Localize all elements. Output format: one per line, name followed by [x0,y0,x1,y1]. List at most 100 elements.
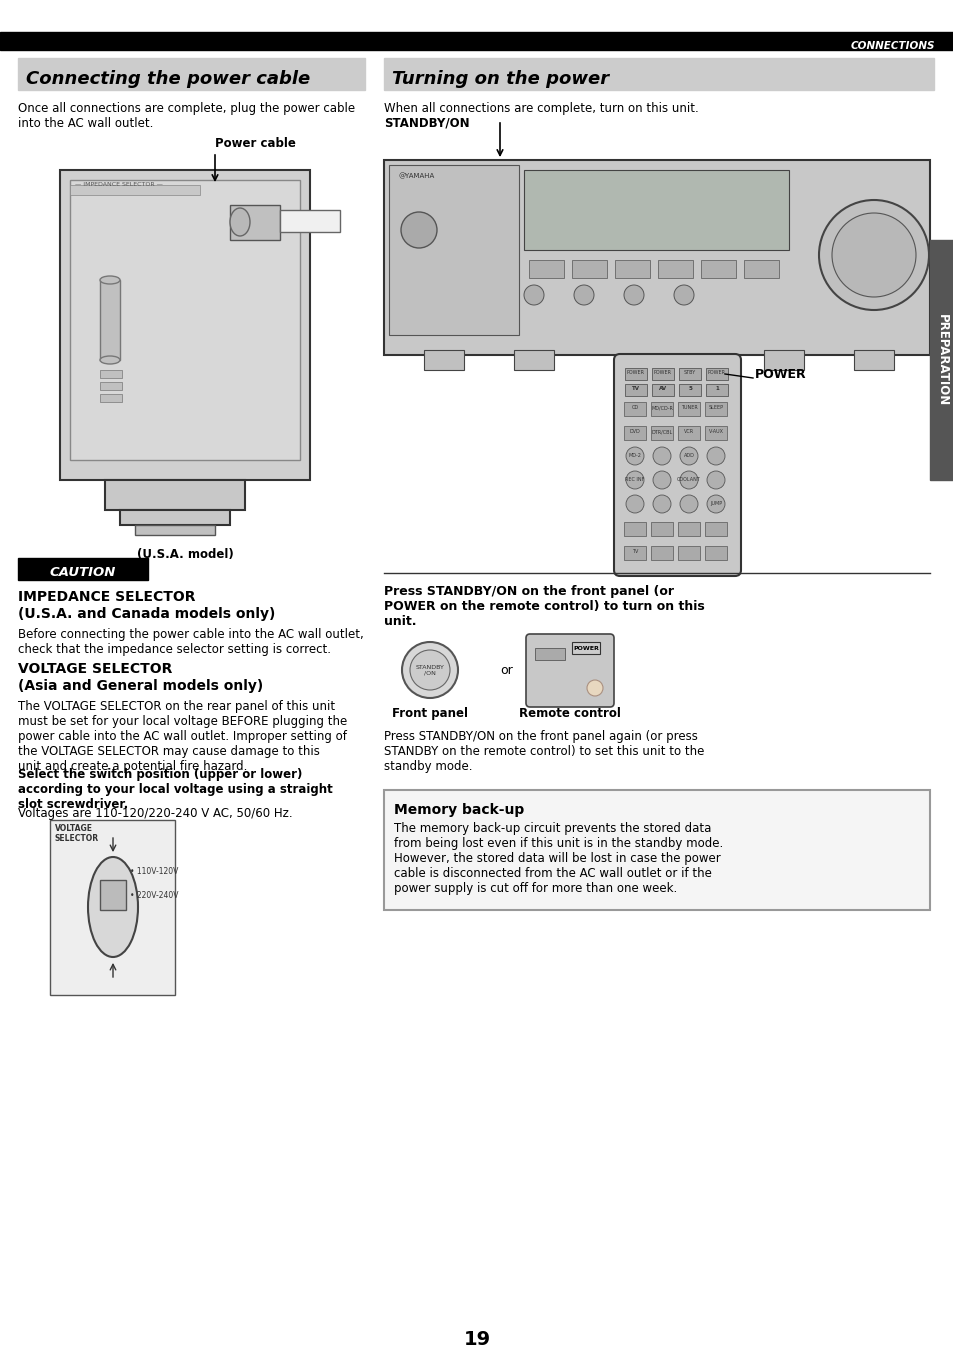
Text: IMPEDANCE SELECTOR: IMPEDANCE SELECTOR [18,590,195,604]
Text: MD-2: MD-2 [628,453,640,458]
Text: POWER: POWER [626,369,644,375]
Bar [704,522,726,537]
Text: The VOLTAGE SELECTOR on the rear panel of this unit
must be set for your local v: The VOLTAGE SELECTOR on the rear panel o… [18,700,347,772]
Bar [18,558,148,580]
Ellipse shape [230,208,250,236]
Text: (U.S.A. and Canada models only): (U.S.A. and Canada models only) [18,607,275,621]
Text: Connecting the power cable: Connecting the power cable [26,70,310,88]
Bar [423,350,463,369]
Text: TUNER: TUNER [679,404,697,410]
Bar [743,260,779,278]
FancyBboxPatch shape [525,634,614,706]
Text: Once all connections are complete, plug the power cable
into the AC wall outlet.: Once all connections are complete, plug … [18,102,355,129]
Bar [623,426,645,439]
Bar [700,260,735,278]
Bar [624,368,646,380]
Text: — IMPEDANCE SELECTOR —: — IMPEDANCE SELECTOR — [75,182,163,187]
Text: 19: 19 [463,1330,490,1348]
Circle shape [574,284,594,305]
Circle shape [523,284,543,305]
Ellipse shape [88,857,138,957]
Circle shape [625,448,643,465]
Bar [929,240,953,480]
Text: 1: 1 [715,386,719,391]
Bar [658,260,692,278]
Bar [384,790,929,910]
Bar [100,394,122,402]
Text: or: or [499,663,512,677]
Bar [100,381,122,390]
Bar [623,402,645,417]
Circle shape [818,200,928,310]
Circle shape [410,650,450,690]
Bar [623,522,645,537]
Bar [704,402,726,417]
Circle shape [652,495,670,514]
Circle shape [652,448,670,465]
Bar [679,368,700,380]
Circle shape [401,642,457,698]
Text: CAUTION: CAUTION [50,566,116,578]
Bar [615,260,649,278]
Bar [280,210,339,232]
Text: JUMP: JUMP [709,501,721,506]
Bar [230,205,280,240]
Text: 5: 5 [687,386,691,391]
Bar [0,32,953,50]
Text: Remote control: Remote control [518,706,620,720]
Text: MD/CD-R: MD/CD-R [650,404,672,410]
Bar [100,880,126,910]
Text: POWER: POWER [654,369,671,375]
Bar [100,280,120,360]
Bar [763,350,803,369]
Bar [18,58,365,90]
Circle shape [706,470,724,489]
FancyBboxPatch shape [614,355,740,576]
Bar [651,384,673,396]
Circle shape [625,470,643,489]
Bar [623,546,645,559]
Text: Front panel: Front panel [392,706,468,720]
Text: ADD: ADD [683,453,694,458]
Text: TV: TV [631,386,639,391]
Ellipse shape [100,276,120,284]
Text: AV: AV [659,386,666,391]
Bar [678,426,700,439]
Bar [523,170,788,249]
Text: Voltages are 110-120/220-240 V AC, 50/60 Hz.: Voltages are 110-120/220-240 V AC, 50/60… [18,807,293,820]
Bar [650,522,672,537]
Circle shape [679,470,698,489]
Bar [651,368,673,380]
Circle shape [679,495,698,514]
Circle shape [831,213,915,297]
Text: POWER: POWER [754,368,806,381]
Bar [60,170,310,480]
Text: DTR/CBL: DTR/CBL [651,429,672,434]
Text: STBY: STBY [683,369,696,375]
Text: Memory back-up: Memory back-up [394,803,524,817]
Text: POWER: POWER [707,369,725,375]
Bar [650,546,672,559]
Text: Before connecting the power cable into the AC wall outlet,
check that the impeda: Before connecting the power cable into t… [18,628,363,656]
Text: VOLTAGE
SELECTOR: VOLTAGE SELECTOR [55,824,99,844]
Bar [120,510,230,524]
Text: @YAMAHA: @YAMAHA [398,173,435,179]
Bar [572,260,606,278]
Text: Press STANDBY/ON on the front panel (or
POWER on the remote control) to turn on : Press STANDBY/ON on the front panel (or … [384,585,704,628]
Circle shape [625,495,643,514]
Bar [50,820,174,995]
Text: Select the switch position (upper or lower)
according to your local voltage usin: Select the switch position (upper or low… [18,768,333,811]
Bar [624,384,646,396]
Text: The memory back-up circuit prevents the stored data
from being lost even if this: The memory back-up circuit prevents the … [394,822,722,895]
Bar [650,402,672,417]
Circle shape [400,212,436,248]
Bar [705,368,727,380]
Bar [389,164,518,336]
Text: COOLANT: COOLANT [677,477,700,483]
Bar [678,546,700,559]
Text: (Asia and General models only): (Asia and General models only) [18,679,263,693]
Bar [70,185,200,195]
Text: (U.S.A. model): (U.S.A. model) [136,549,233,561]
Circle shape [706,495,724,514]
Text: STANDBY/ON: STANDBY/ON [384,116,469,129]
